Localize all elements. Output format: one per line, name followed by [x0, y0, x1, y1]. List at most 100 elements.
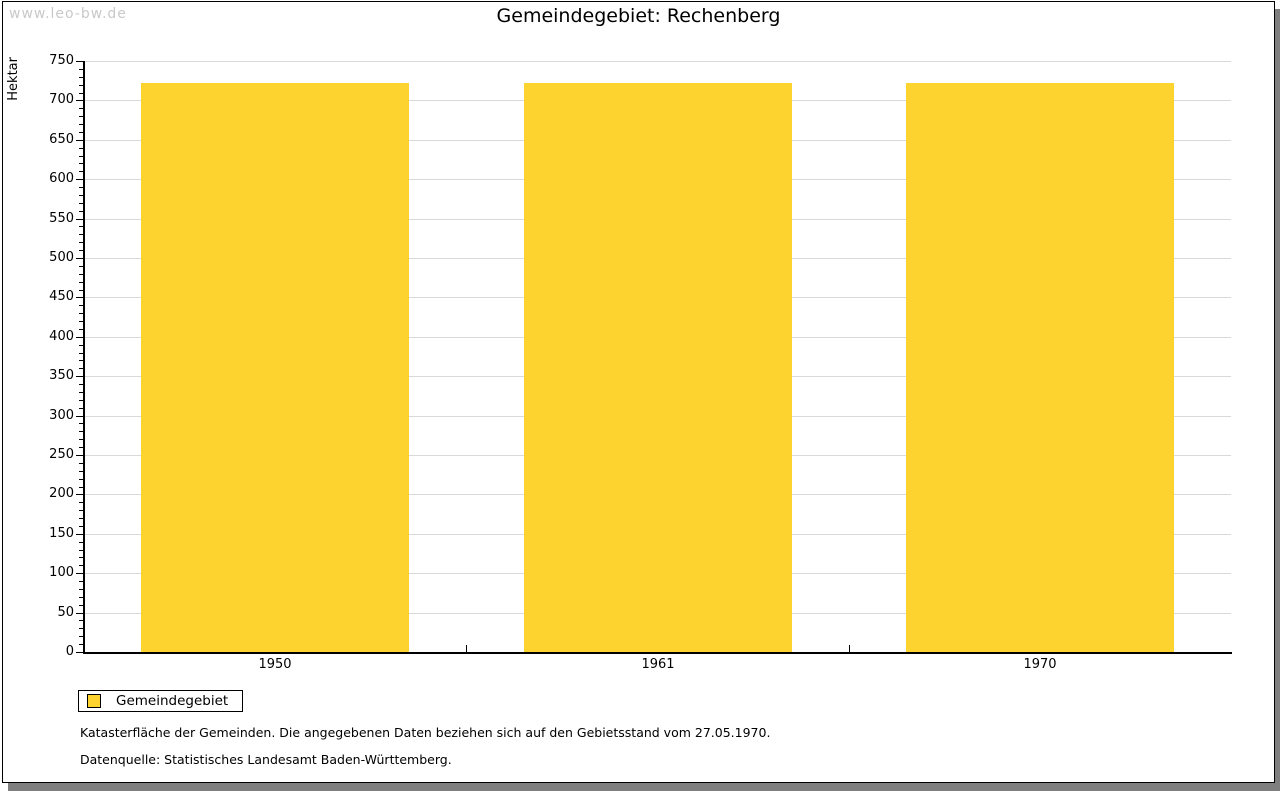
y-minor-tick	[79, 203, 84, 204]
x-boundary-tick	[849, 645, 850, 652]
y-minor-tick	[79, 124, 84, 125]
y-minor-tick	[79, 368, 84, 369]
y-minor-tick	[79, 644, 84, 645]
x-axis-line	[83, 652, 1232, 654]
y-minor-tick	[79, 542, 84, 543]
y-minor-tick	[79, 620, 84, 621]
y-tick-label: 650	[49, 132, 74, 147]
y-axis-line	[83, 61, 85, 654]
x-boundary-tick	[466, 645, 467, 652]
y-minor-tick	[79, 400, 84, 401]
y-minor-tick	[79, 510, 84, 511]
y-minor-tick	[79, 550, 84, 551]
y-major-tick	[76, 179, 84, 180]
y-tick-label: 500	[49, 250, 74, 265]
y-tick-label: 600	[49, 171, 74, 186]
y-minor-tick	[79, 163, 84, 164]
y-minor-tick	[79, 636, 84, 637]
x-tick-label: 1950	[258, 657, 292, 672]
y-minor-tick	[79, 439, 84, 440]
y-minor-tick	[79, 69, 84, 70]
y-tick-label: 200	[49, 486, 74, 501]
y-minor-tick	[79, 581, 84, 582]
y-tick-label: 0	[65, 644, 74, 659]
y-minor-tick	[79, 487, 84, 488]
y-minor-tick	[79, 589, 84, 590]
y-minor-tick	[79, 431, 84, 432]
y-major-tick	[76, 258, 84, 259]
footnote-source: Datenquelle: Statistisches Landesamt Bad…	[80, 752, 452, 767]
y-major-tick	[76, 494, 84, 495]
y-minor-tick	[79, 305, 84, 306]
y-major-tick	[76, 140, 84, 141]
x-tick-label: 1961	[641, 657, 675, 672]
y-minor-tick	[79, 329, 84, 330]
y-minor-tick	[79, 266, 84, 267]
y-tick-label: 400	[49, 329, 74, 344]
y-tick-label: 300	[49, 408, 74, 423]
y-tick-label: 50	[57, 605, 74, 620]
y-tick-label: 150	[49, 526, 74, 541]
y-minor-tick	[79, 628, 84, 629]
y-major-tick	[76, 376, 84, 377]
y-minor-tick	[79, 479, 84, 480]
y-minor-tick	[79, 108, 84, 109]
y-tick-label: 550	[49, 211, 74, 226]
y-minor-tick	[79, 321, 84, 322]
legend-swatch-icon	[87, 694, 101, 708]
y-tick-label: 250	[49, 447, 74, 462]
y-minor-tick	[79, 85, 84, 86]
y-major-tick	[76, 416, 84, 417]
y-minor-tick	[79, 226, 84, 227]
legend: Gemeindegebiet	[78, 690, 244, 712]
y-minor-tick	[79, 392, 84, 393]
y-minor-tick	[79, 447, 84, 448]
y-minor-tick	[79, 234, 84, 235]
y-tick-label: 700	[49, 92, 74, 107]
y-minor-tick	[79, 526, 84, 527]
y-minor-tick	[79, 345, 84, 346]
y-minor-tick	[79, 290, 84, 291]
bar-1950	[141, 83, 409, 652]
gridline	[85, 61, 1231, 62]
y-minor-tick	[79, 132, 84, 133]
y-major-tick	[76, 337, 84, 338]
y-minor-tick	[79, 518, 84, 519]
y-minor-tick	[79, 423, 84, 424]
y-minor-tick	[79, 313, 84, 314]
plot-area: 0 50 100 150 200 250 300 350 400 450 500 550 600 650 7…	[3, 2, 1274, 782]
y-minor-tick	[79, 211, 84, 212]
y-minor-tick	[79, 282, 84, 283]
y-minor-tick	[79, 408, 84, 409]
y-minor-tick	[79, 353, 84, 354]
y-minor-tick	[79, 557, 84, 558]
y-minor-tick	[79, 605, 84, 606]
y-major-tick	[76, 100, 84, 101]
y-minor-tick	[79, 195, 84, 196]
y-minor-tick	[79, 93, 84, 94]
x-tick-label: 1970	[1023, 657, 1057, 672]
y-tick-label: 350	[49, 368, 74, 383]
y-major-tick	[76, 613, 84, 614]
y-minor-tick	[79, 502, 84, 503]
y-major-tick	[76, 297, 84, 298]
y-minor-tick	[79, 148, 84, 149]
y-major-tick	[76, 573, 84, 574]
y-minor-tick	[79, 156, 84, 157]
chart-title: Gemeindegebiet: Rechenberg	[496, 5, 781, 27]
watermark: www.leo-bw.de	[9, 6, 127, 22]
y-minor-tick	[79, 242, 84, 243]
bar-1970	[906, 83, 1174, 652]
y-minor-tick	[79, 171, 84, 172]
y-major-tick	[76, 219, 84, 220]
y-major-tick	[76, 455, 84, 456]
y-major-tick	[76, 652, 84, 653]
footnote-caption: Katasterfläche der Gemeinden. Die angege…	[80, 725, 771, 740]
y-major-tick	[76, 61, 84, 62]
y-tick-label: 450	[49, 289, 74, 304]
y-minor-tick	[79, 384, 84, 385]
y-tick-label: 100	[49, 565, 74, 580]
y-minor-tick	[79, 360, 84, 361]
